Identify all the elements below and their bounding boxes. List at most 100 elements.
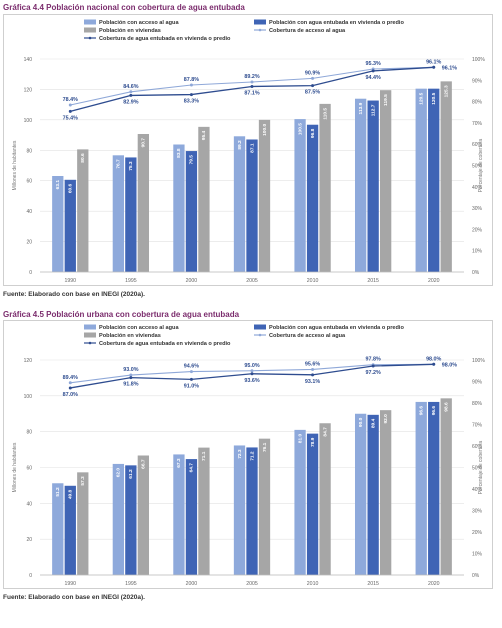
line-value-label: 89.2% <box>244 74 259 80</box>
y-tick-label: 140 <box>24 57 33 63</box>
y-tick-label: 40 <box>26 501 32 507</box>
line-value-label: 98.0% <box>426 356 441 362</box>
bar-value-label: 120.5 <box>431 92 437 104</box>
y2-tick-label: 100% <box>472 57 485 63</box>
line-value-label: 84.6% <box>123 84 138 90</box>
y2-tick-label: 40% <box>472 487 483 493</box>
y2-tick-label: 100% <box>472 358 485 364</box>
line-value-label: 98.0% <box>442 362 457 368</box>
bar-value-label: 87.1 <box>249 143 255 153</box>
bar <box>367 100 379 272</box>
legend-label: Población con acceso al agua <box>99 325 179 331</box>
bar <box>112 463 125 575</box>
bar-value-label: 71.1 <box>201 451 207 461</box>
bar-value-label: 66.7 <box>141 459 147 469</box>
line-point <box>68 103 72 107</box>
bar <box>306 124 319 273</box>
line-value-label: 91.0% <box>184 383 199 389</box>
y-tick-label: 120 <box>24 358 33 364</box>
bar <box>440 398 452 575</box>
line-value-label: 94.4% <box>365 75 380 81</box>
bar <box>64 485 76 575</box>
bar-value-label: 78.9 <box>310 437 316 447</box>
line-point <box>129 376 133 380</box>
bar-value-label: 95.4 <box>201 131 207 141</box>
y2-tick-label: 60% <box>472 444 483 450</box>
y2-tick-label: 20% <box>472 530 483 536</box>
x-tick-label: 2005 <box>246 278 258 284</box>
bar <box>198 126 210 272</box>
y-tick-label: 0 <box>29 270 32 276</box>
line-point <box>129 90 133 94</box>
bar <box>354 413 367 575</box>
y2-tick-label: 0% <box>472 573 480 579</box>
chart1-frame: Población con acceso al agua Población co… <box>3 14 493 286</box>
y2-tick-label: 90% <box>472 78 483 84</box>
bar <box>258 119 271 272</box>
legend-swatch <box>84 19 96 25</box>
y2-tick-label: 70% <box>472 121 483 127</box>
legend-label: Cobertura de agua entubada en vivienda o… <box>99 36 231 42</box>
line-point <box>250 369 254 373</box>
legend-marker <box>258 333 262 337</box>
y2-tick-label: 90% <box>472 380 483 386</box>
legend-label: Población con agua entubada en vivienda … <box>269 20 404 26</box>
bar <box>112 155 125 272</box>
line-value-label: 95.3% <box>365 61 380 67</box>
bar <box>294 119 306 272</box>
y-tick-label: 0 <box>29 573 32 579</box>
x-tick-label: 2010 <box>307 581 319 587</box>
bar-value-label: 92.0 <box>383 414 389 424</box>
y2-tick-label: 80% <box>472 100 483 106</box>
line-value-label: 95.6% <box>305 361 320 367</box>
chart2-svg: Población con acceso al agua Población co… <box>12 324 485 587</box>
legend-label: Población con agua entubada en vivienda … <box>269 325 404 331</box>
legend-swatch <box>84 324 96 330</box>
line-value-label: 78.4% <box>63 97 78 103</box>
bar-value-label: 100.0 <box>262 124 268 136</box>
x-tick-label: 2000 <box>186 581 198 587</box>
bar <box>64 179 76 272</box>
bar <box>246 139 258 272</box>
chart1-svg: Población con acceso al agua Población co… <box>12 19 485 284</box>
bar-value-label: 125.3 <box>443 85 449 97</box>
line-value-label: 94.6% <box>184 364 199 370</box>
bar <box>52 175 64 272</box>
bar-value-label: 90.0 <box>358 417 364 427</box>
y2-tick-label: 80% <box>472 401 483 407</box>
bar-value-label: 57.3 <box>80 476 86 486</box>
bar-value-label: 90.7 <box>141 138 147 148</box>
y-tick-label: 80 <box>26 148 32 154</box>
bar <box>125 157 137 272</box>
bar <box>137 134 150 272</box>
bar-value-label: 79.5 <box>189 155 195 165</box>
bar <box>379 90 392 272</box>
bar-value-label: 75.3 <box>128 161 134 171</box>
y-tick-label: 60 <box>26 466 32 472</box>
line-value-label: 87.5% <box>305 90 320 96</box>
bar <box>137 455 150 575</box>
bar <box>77 472 89 575</box>
line-point <box>189 83 193 87</box>
line-value-label: 83.3% <box>184 99 199 105</box>
y2-tick-label: 60% <box>472 142 483 148</box>
bar <box>294 429 306 575</box>
bar-value-label: 113.9 <box>358 102 364 114</box>
line-value-label: 96.1% <box>442 65 457 71</box>
bar-value-label: 89.4 <box>370 419 376 429</box>
legend-swatch <box>254 19 266 25</box>
bar-value-label: 81.0 <box>297 434 303 444</box>
x-tick-label: 2005 <box>246 581 258 587</box>
line-value-label: 90.9% <box>305 70 320 76</box>
y2-tick-label: 0% <box>472 270 480 276</box>
chart2-frame: Población con acceso al agua Población co… <box>3 320 493 589</box>
bar-value-label: 67.3 <box>176 458 182 468</box>
x-tick-label: 1990 <box>65 581 77 587</box>
bar <box>233 136 246 272</box>
x-tick-label: 1990 <box>65 278 77 284</box>
bar <box>185 151 198 272</box>
y-tick-label: 40 <box>26 209 32 215</box>
chart1-title: Gráfica 4.4 Población nacional con cober… <box>3 3 245 12</box>
y-tick-label: 80 <box>26 430 32 436</box>
bar-value-label: 100.5 <box>297 123 303 135</box>
